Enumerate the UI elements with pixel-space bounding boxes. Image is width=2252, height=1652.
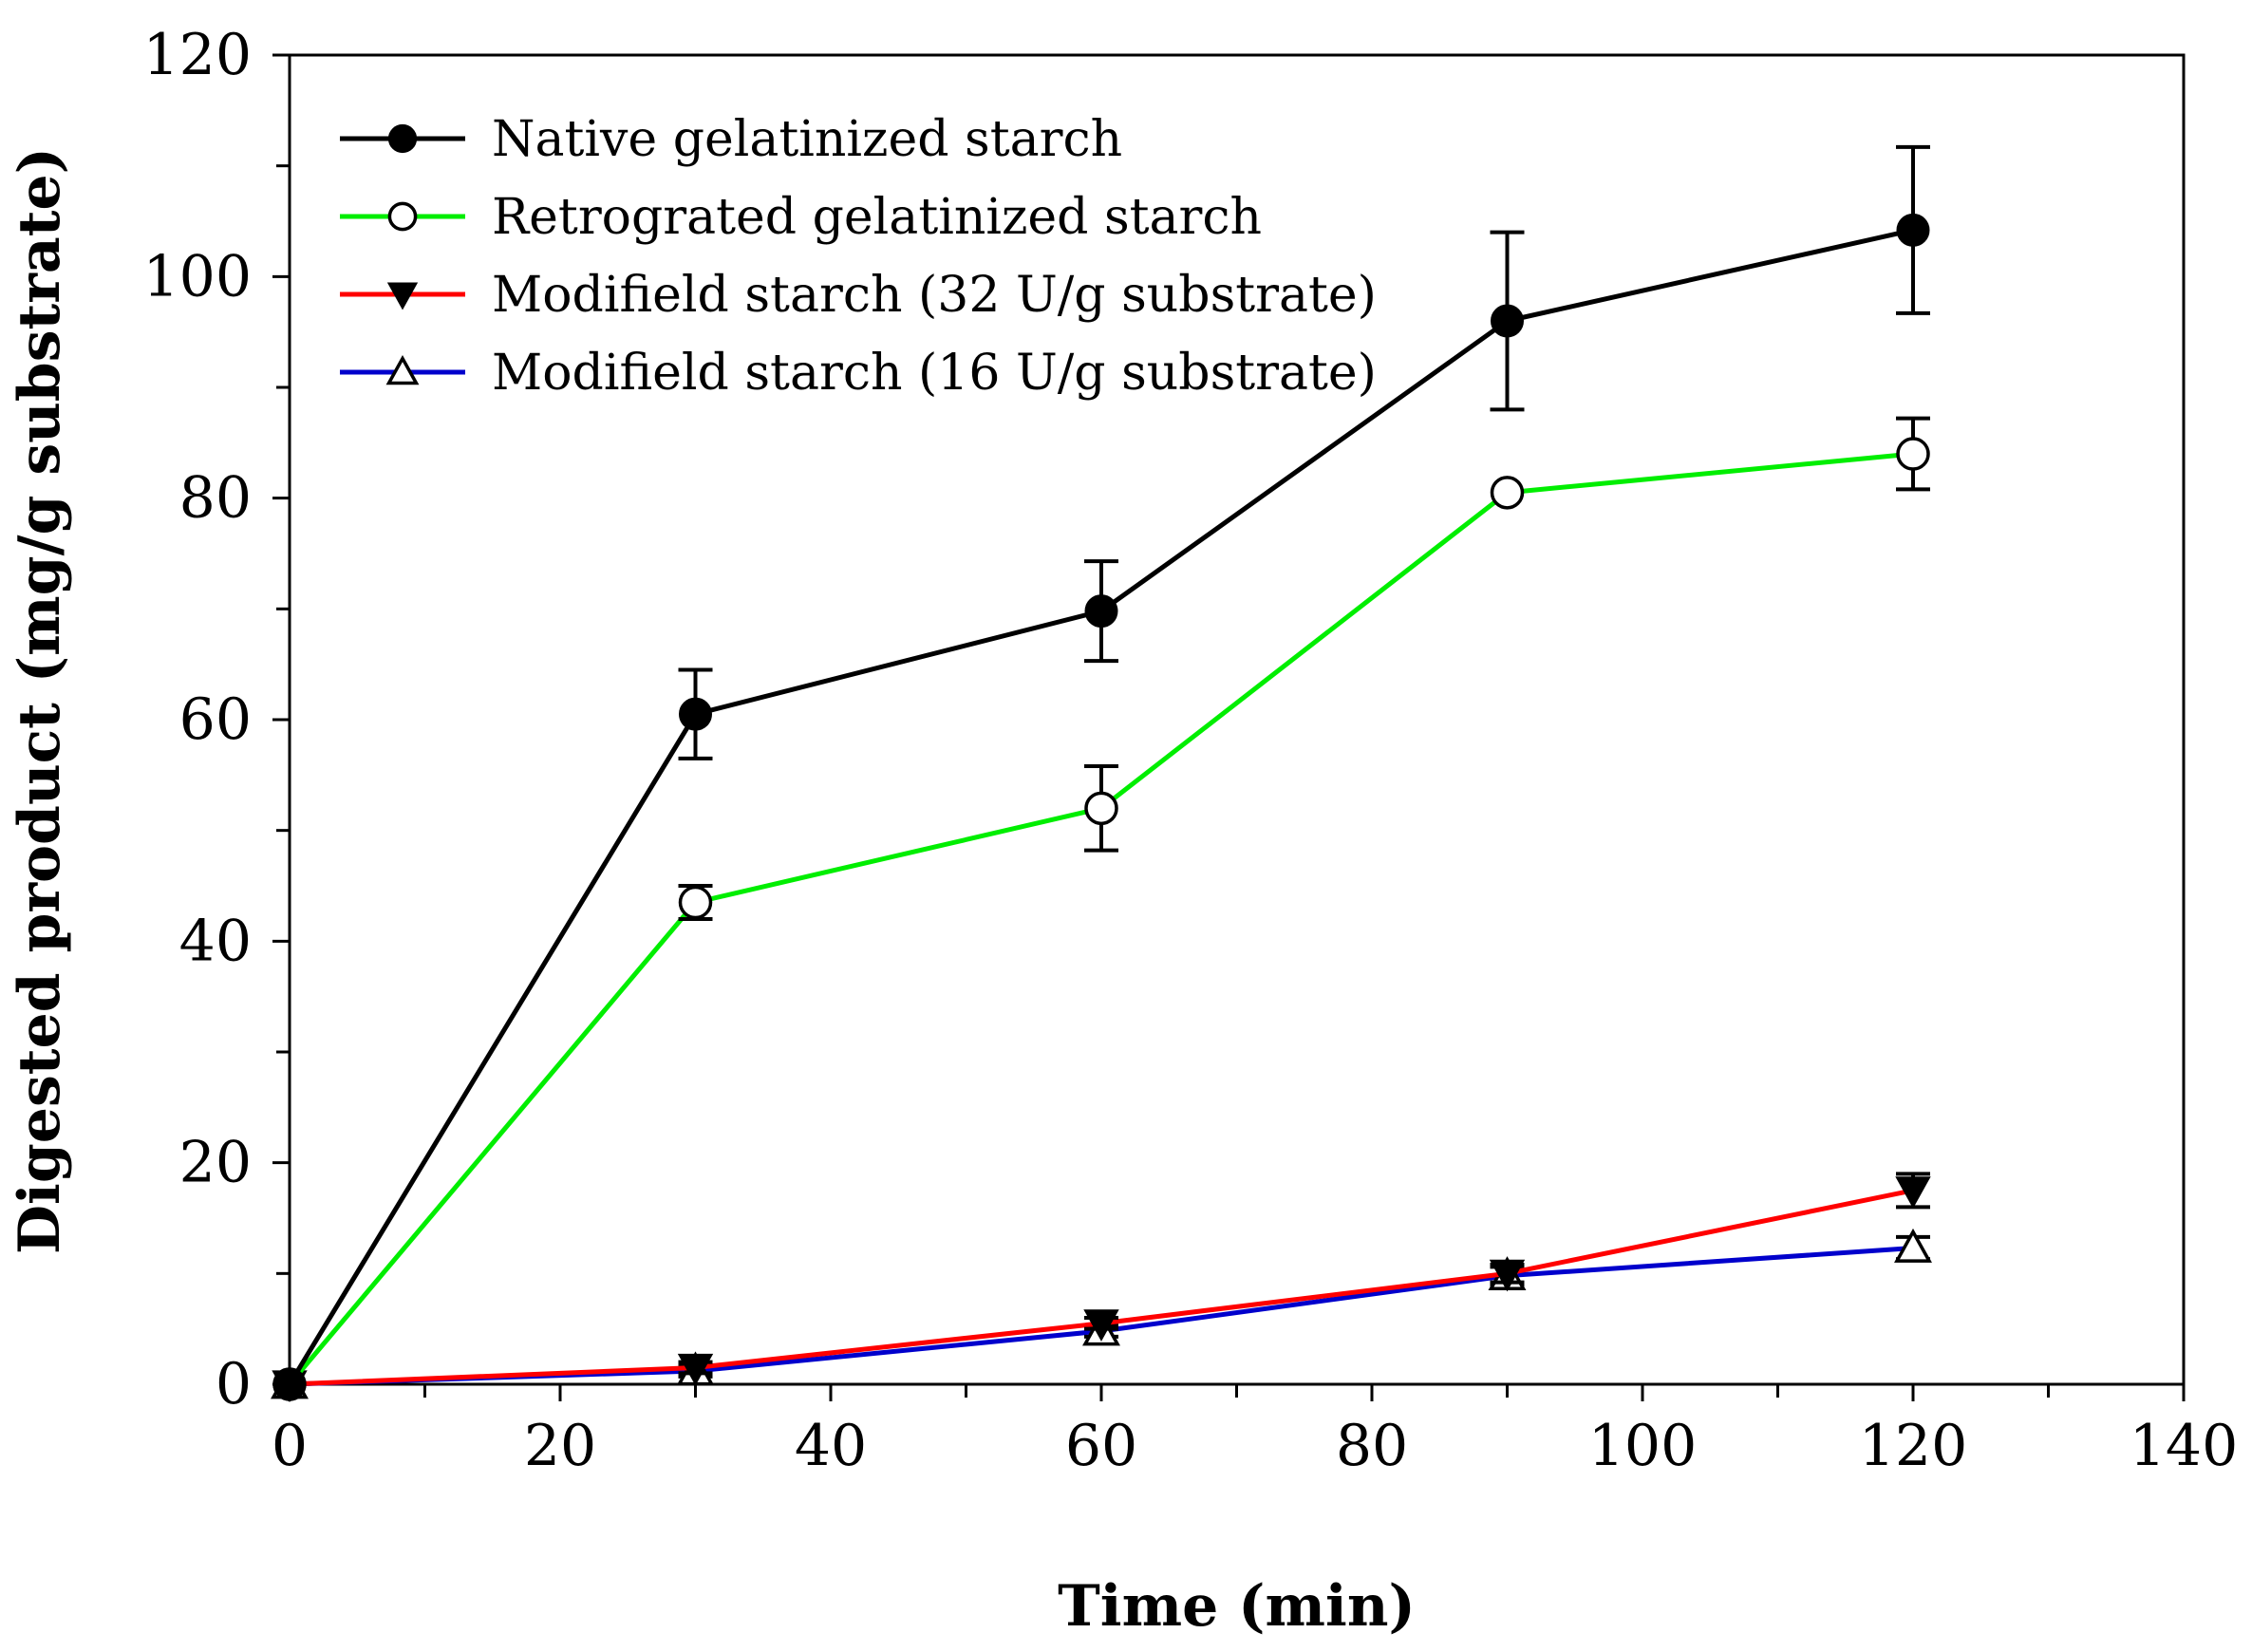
x-tick-label: 60 <box>1065 1413 1137 1479</box>
data-point <box>1894 1228 1932 1263</box>
data-point <box>1896 213 1930 247</box>
y-tick-label: 0 <box>216 1351 252 1417</box>
series-layer <box>271 144 1932 1403</box>
y-tick-label: 120 <box>142 22 252 88</box>
x-axis-title: Time (min) <box>1058 1573 1416 1640</box>
data-point <box>1489 1259 1526 1292</box>
legend-label: Retrograted gelatinized starch <box>492 189 1262 246</box>
data-point <box>679 697 712 731</box>
x-axis: 0 20 40 60 80 100 120 140 <box>272 1384 2238 1479</box>
data-point <box>1084 791 1118 826</box>
data-point <box>1490 476 1525 510</box>
series-0 <box>272 144 1930 1401</box>
y-tick-label: 100 <box>142 243 252 310</box>
x-tick-label: 140 <box>2130 1413 2239 1479</box>
data-point <box>677 1353 714 1386</box>
data-point <box>678 885 713 920</box>
y-tick-label: 60 <box>179 686 252 753</box>
legend-marker <box>387 201 418 232</box>
y-tick-label: 20 <box>179 1130 252 1196</box>
data-point <box>1083 1309 1119 1342</box>
x-tick-label: 80 <box>1336 1413 1408 1479</box>
x-tick-label: 0 <box>272 1413 308 1479</box>
data-point <box>1896 437 1930 471</box>
legend-marker <box>386 282 419 310</box>
data-point <box>272 1367 307 1401</box>
data-point <box>1084 594 1118 629</box>
legend-label: Native gelatinized starch <box>492 111 1122 168</box>
legend-entry: Retrograted gelatinized starch <box>340 189 1262 246</box>
y-tick-label: 80 <box>179 465 252 532</box>
x-tick-label: 20 <box>524 1413 596 1479</box>
legend-entry: Native gelatinized starch <box>340 111 1122 168</box>
legend-label: Modifield starch (16 U/g substrate) <box>492 345 1377 402</box>
y-tick-label: 40 <box>179 908 252 974</box>
legend-marker <box>385 354 420 385</box>
legend-entry: Modifield starch (16 U/g substrate) <box>340 345 1377 402</box>
x-tick-label: 120 <box>1859 1413 1968 1479</box>
legend: Native gelatinized starch Retrograted gel… <box>340 111 1377 402</box>
legend-entry: Modifield starch (32 U/g substrate) <box>340 267 1377 324</box>
data-point <box>1491 304 1524 338</box>
y-axis: 0 20 40 60 80 100 120 <box>142 22 290 1417</box>
legend-label: Modifield starch (32 U/g substrate) <box>492 267 1377 324</box>
x-tick-label: 40 <box>795 1413 867 1479</box>
y-axis-title: Digested product (mg/g substrate) <box>7 147 73 1254</box>
x-tick-label: 100 <box>1588 1413 1698 1479</box>
data-point <box>1895 1176 1931 1209</box>
legend-marker <box>387 123 418 154</box>
